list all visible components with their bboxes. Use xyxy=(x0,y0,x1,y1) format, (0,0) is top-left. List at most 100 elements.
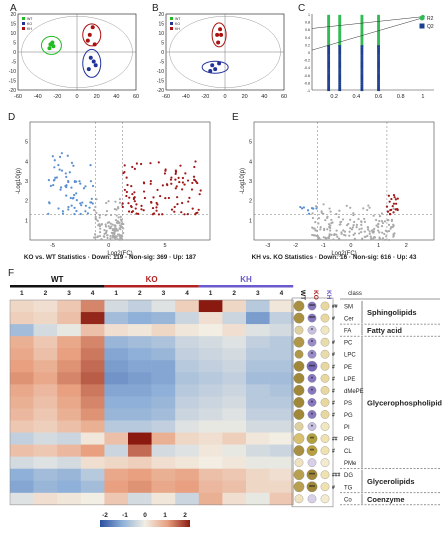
permutation-point-q2 xyxy=(327,68,331,71)
permutation-point-r2 xyxy=(377,14,380,17)
permutation-point-r2 xyxy=(360,35,364,38)
nonsig-point xyxy=(111,229,115,232)
permutation-point-q2 xyxy=(327,55,331,58)
star-marker: * xyxy=(311,328,313,334)
permutation-point-q2 xyxy=(338,45,342,48)
nonsig-point xyxy=(322,236,325,239)
x-tick-label: 2 xyxy=(405,243,408,249)
up-point xyxy=(143,196,146,200)
class-label: Fatty acid xyxy=(367,326,402,335)
legend-swatch xyxy=(22,27,25,30)
down-point xyxy=(58,155,62,158)
y-tick-label: 5 xyxy=(25,140,28,146)
up-point xyxy=(197,208,200,211)
significance-dot xyxy=(307,337,317,347)
nonsig-point xyxy=(98,234,102,238)
heatmap-cell xyxy=(175,300,200,313)
permutation-point-r2 xyxy=(338,39,342,42)
nonsig-point xyxy=(114,218,118,222)
heatmap-cell xyxy=(175,312,200,325)
heatmap-cell xyxy=(104,300,129,313)
lipid-row-label: PG xyxy=(344,413,353,419)
heatmap-cell xyxy=(80,324,105,337)
significance-dot xyxy=(320,410,330,419)
x-tick-label: 5 xyxy=(163,243,166,249)
heatmap-cell xyxy=(33,312,58,325)
nonsig-point xyxy=(113,233,116,236)
up-point xyxy=(156,203,159,206)
nonsig-point xyxy=(121,235,124,238)
up-point xyxy=(174,172,177,175)
hash-marker: # xyxy=(332,485,335,491)
down-point xyxy=(91,184,95,188)
permutation-point-q2 xyxy=(327,51,331,54)
up-point xyxy=(187,200,190,203)
y-tick-label: 0.8 xyxy=(305,21,310,25)
column-label: 1 xyxy=(114,290,118,297)
nonsig-point xyxy=(98,216,101,219)
up-point xyxy=(174,178,177,181)
up-point xyxy=(139,162,143,166)
permutation-point-q2 xyxy=(338,88,342,92)
heatmap-cell xyxy=(222,336,247,349)
down-point xyxy=(89,164,92,167)
down-point xyxy=(302,206,306,209)
heatmap-cell xyxy=(175,336,200,349)
nonsig-point xyxy=(353,220,356,224)
permutation-point-r2 xyxy=(360,33,364,36)
x-tick-label: 40 xyxy=(261,94,267,100)
up-point xyxy=(152,212,156,215)
nonsig-point xyxy=(348,234,351,237)
legend-swatch xyxy=(22,17,25,20)
permutation-point-r2 xyxy=(360,30,364,33)
permutation-point-r2 xyxy=(327,26,331,29)
data-point-ko xyxy=(86,67,91,72)
significance-dot xyxy=(320,458,330,468)
up-point xyxy=(390,208,393,211)
significance-dot xyxy=(320,482,330,492)
down-point xyxy=(315,207,318,210)
heatmap-cell xyxy=(80,372,105,385)
y-tick-label: -0.4 xyxy=(304,66,310,70)
nonsig-point xyxy=(93,233,97,236)
heatmap-cell xyxy=(57,420,82,433)
heatmap-cell xyxy=(57,432,82,445)
nonsig-point xyxy=(360,223,363,226)
heatmap-cell xyxy=(128,480,152,494)
x-tick-label: -60 xyxy=(162,94,170,100)
heatmap-cell xyxy=(151,408,176,421)
nonsig-point xyxy=(335,229,338,232)
permutation-point-r2 xyxy=(338,23,342,26)
heatmap-cell xyxy=(80,408,105,421)
heatmap-cell xyxy=(80,384,105,397)
y-tick-label: 5 xyxy=(13,41,16,47)
up-point xyxy=(173,210,176,213)
permutation-point-r2 xyxy=(377,29,380,32)
nonsig-point xyxy=(328,207,331,210)
y-tick-label: 0 xyxy=(13,50,16,56)
nonsig-point xyxy=(380,212,384,215)
up-point xyxy=(133,191,136,194)
up-point xyxy=(178,180,181,184)
x-tick-label: 0.8 xyxy=(397,94,405,100)
up-point xyxy=(161,184,164,187)
significance-dot xyxy=(320,494,330,504)
heatmap-cell xyxy=(246,456,270,469)
up-point xyxy=(130,205,133,209)
permutation-point-r2 xyxy=(338,43,342,46)
down-point xyxy=(65,175,68,178)
heatmap-cell xyxy=(222,480,247,494)
nonsig-point xyxy=(116,222,119,225)
nonsig-point xyxy=(106,236,109,240)
nonsig-point xyxy=(338,209,341,212)
heatmap-cell xyxy=(57,348,82,361)
nonsig-point xyxy=(98,213,102,217)
down-point xyxy=(64,172,67,175)
heatmap-cell xyxy=(175,396,200,409)
hash-marker: ## xyxy=(332,437,338,443)
up-point xyxy=(125,190,128,194)
heatmap-cell xyxy=(128,300,152,313)
nonsig-point xyxy=(113,224,116,227)
permutation-point-r2 xyxy=(327,19,331,22)
nonsig-point xyxy=(392,233,395,236)
